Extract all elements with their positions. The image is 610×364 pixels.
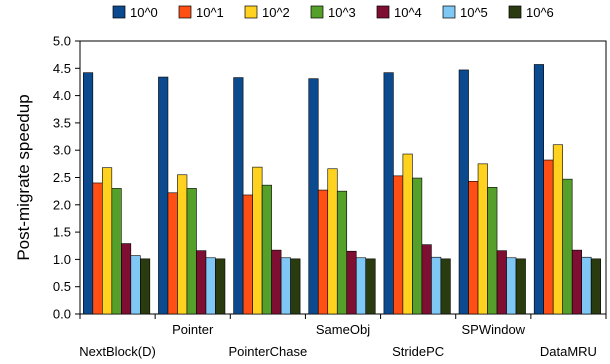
legend-swatch <box>244 5 258 19</box>
bar <box>496 250 507 315</box>
x-tick-label: SPWindow <box>461 322 525 337</box>
bar <box>92 182 103 315</box>
bar <box>233 77 244 315</box>
legend-entry: 10^3 <box>310 5 356 20</box>
bar <box>346 250 357 315</box>
bar <box>130 255 141 315</box>
legend-label: 10^0 <box>130 5 158 20</box>
bar <box>327 168 338 315</box>
legend-swatch <box>310 5 324 19</box>
bar <box>261 184 272 315</box>
bar <box>196 250 207 315</box>
bar <box>186 188 197 315</box>
bar <box>290 258 301 315</box>
x-tick-label: Pointer <box>172 322 214 337</box>
plot-area: 0.0 0.5 1.0 1.5 2.0 2.5 3.0 3.5 4.0 4.5 5.0 NextBlo… <box>53 34 607 359</box>
legend-label: 10^1 <box>196 5 224 20</box>
bar <box>412 177 423 315</box>
y-tick-label: 0.5 <box>53 279 71 294</box>
bar <box>431 256 442 315</box>
legend-swatch <box>442 5 456 19</box>
bar <box>543 159 554 315</box>
y-tick-label: 5.0 <box>53 34 71 49</box>
legend-entry: 10^2 <box>244 5 290 20</box>
bar <box>402 153 413 315</box>
bar <box>205 257 216 315</box>
bar <box>365 258 376 315</box>
bar <box>506 257 517 315</box>
legend-entry: 10^0 <box>112 5 158 20</box>
bar <box>271 249 282 315</box>
bar <box>552 144 563 315</box>
bar <box>440 258 451 315</box>
y-tick-label: 4.5 <box>53 61 71 76</box>
y-tick-label: 1.0 <box>53 252 71 267</box>
legend-swatch <box>112 5 126 19</box>
y-tick-label: 3.5 <box>53 115 71 130</box>
bar <box>242 194 253 315</box>
bar <box>468 181 479 315</box>
bar <box>571 249 582 315</box>
y-tick-label: 2.0 <box>53 197 71 212</box>
bar <box>515 258 526 315</box>
bar <box>121 243 132 315</box>
bar <box>458 69 469 315</box>
legend-entry: 10^1 <box>178 5 224 20</box>
bar <box>581 256 592 315</box>
bar <box>167 192 178 315</box>
bar <box>383 72 394 315</box>
legend-label: 10^3 <box>328 5 356 20</box>
x-tick-label: SameObj <box>316 322 370 337</box>
y-tick-label: 0.0 <box>53 307 71 322</box>
bar <box>590 258 601 315</box>
bar <box>280 257 291 315</box>
y-tick-label: 4.0 <box>53 88 71 103</box>
bar <box>562 178 573 315</box>
bar <box>215 258 226 315</box>
y-tick-label: 3.0 <box>53 143 71 158</box>
bar <box>177 174 188 315</box>
legend-label: 10^6 <box>526 5 554 20</box>
x-tick-label: DataMRU <box>540 344 597 359</box>
legend-entry: 10^4 <box>376 5 422 20</box>
bar <box>477 163 488 315</box>
x-tick-label: PointerChase <box>228 344 307 359</box>
bar <box>140 258 151 315</box>
legend-label: 10^4 <box>394 5 422 20</box>
legend-entry: 10^6 <box>508 5 554 20</box>
legend-swatch <box>376 5 390 19</box>
bar <box>317 189 329 315</box>
legend-swatch <box>508 5 522 19</box>
bar <box>83 72 94 315</box>
bar <box>158 76 169 315</box>
bar <box>308 78 319 315</box>
bar <box>252 166 263 315</box>
bar <box>421 244 432 315</box>
bar <box>487 187 498 315</box>
bar <box>533 64 544 315</box>
bar <box>111 188 122 315</box>
y-tick-label: 2.5 <box>53 170 71 185</box>
legend: 10^0 10^1 10^2 10^3 10^4 10^5 10^6 <box>112 5 554 20</box>
bar <box>393 175 404 315</box>
legend-entry: 10^5 <box>442 5 488 20</box>
legend-swatch <box>178 5 192 19</box>
bar <box>336 190 348 315</box>
y-axis-title: Post-migrate speedup <box>14 94 33 260</box>
y-tick-label: 1.5 <box>53 225 71 240</box>
x-tick-label: StridePC <box>392 344 444 359</box>
legend-label: 10^5 <box>460 5 488 20</box>
x-tick-label: NextBlock(D) <box>79 344 156 359</box>
bar <box>355 257 367 315</box>
legend-label: 10^2 <box>262 5 290 20</box>
bar <box>102 167 113 315</box>
